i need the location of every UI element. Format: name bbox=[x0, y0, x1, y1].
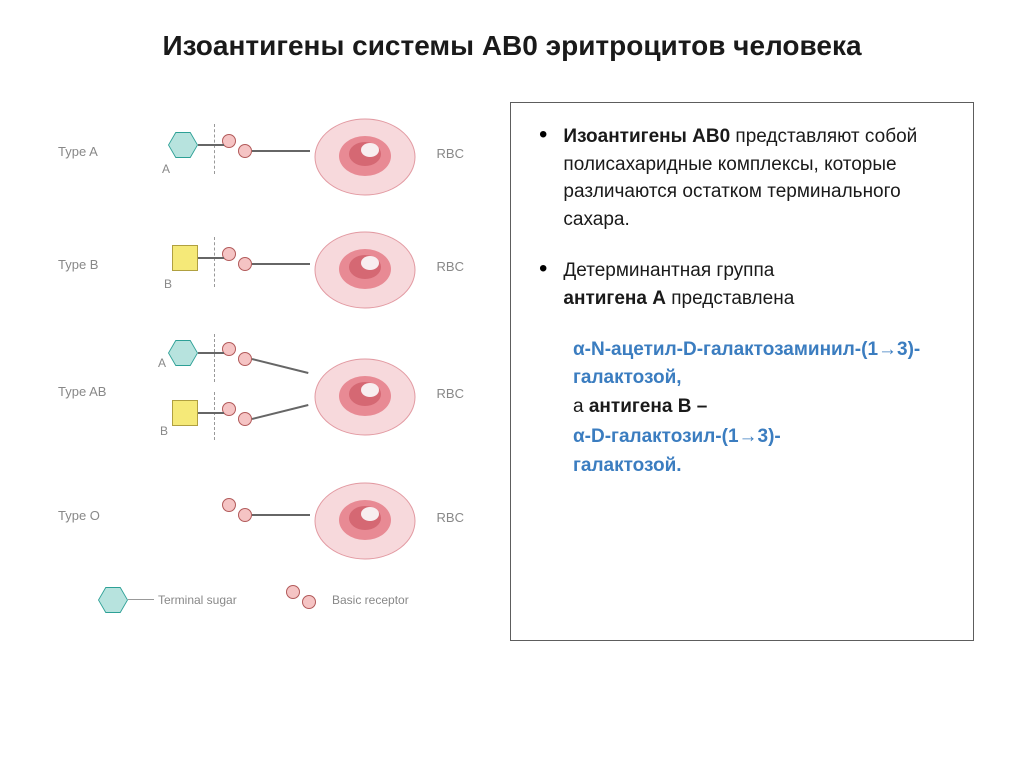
b2-chem1: α-N-ацетил-D-галактозаминил-(1→3)-галакт… bbox=[573, 336, 945, 391]
rbc-cell-icon bbox=[310, 352, 420, 442]
antigen-tag: A bbox=[162, 162, 170, 176]
rbc-label: RBC bbox=[437, 146, 464, 161]
dashed-divider bbox=[214, 392, 215, 440]
stalk-line bbox=[198, 257, 224, 259]
diagram-row-ab: Type AB A B RBC bbox=[50, 328, 470, 458]
stalk-line bbox=[198, 352, 224, 354]
content-area: Type A A RBC Type B B bbox=[50, 102, 974, 641]
rbc-cell-icon bbox=[310, 112, 420, 202]
legend-line bbox=[128, 599, 154, 600]
bullet-dot-icon: • bbox=[539, 123, 547, 233]
bullet-1: • Изоантигены АВ0 представляют собой пол… bbox=[539, 123, 945, 233]
receptor-circle-icon bbox=[222, 134, 236, 148]
legend-basic-receptor: Basic receptor bbox=[332, 593, 409, 607]
rbc-cell-icon bbox=[310, 225, 420, 315]
diagram-row-a: Type A A RBC bbox=[50, 102, 470, 207]
b2-chem3: галактозой. bbox=[573, 452, 945, 480]
dashed-divider bbox=[214, 237, 215, 287]
page-title: Изоантигены системы АВ0 эритроцитов чело… bbox=[50, 30, 974, 62]
stalk-line bbox=[198, 412, 224, 414]
rbc-label: RBC bbox=[437, 386, 464, 401]
antigen-tag: A bbox=[158, 356, 166, 370]
hexagon-icon bbox=[168, 132, 198, 158]
stalk-line bbox=[252, 358, 309, 374]
stalk-line bbox=[252, 263, 310, 265]
stalk-line bbox=[252, 514, 310, 516]
stalk-line bbox=[198, 144, 224, 146]
text-panel: • Изоантигены АВ0 представляют собой пол… bbox=[510, 102, 974, 641]
b2-bold3: антигена В – bbox=[589, 396, 707, 417]
bullet-1-body: Изоантигены АВ0 представляют собой полис… bbox=[563, 123, 945, 233]
legend: Terminal sugar Basic receptor bbox=[50, 581, 470, 641]
type-label: Type O bbox=[58, 508, 100, 523]
receptor-circle-icon bbox=[238, 352, 252, 366]
receptor-circle-icon bbox=[238, 412, 252, 426]
bullet-2-body: Детерминантная группа антигена А предста… bbox=[563, 257, 945, 312]
antigen-tag: B bbox=[164, 277, 172, 291]
square-icon bbox=[172, 245, 198, 271]
hexagon-icon bbox=[168, 340, 198, 366]
receptor-circle-icon bbox=[222, 342, 236, 356]
rbc-label: RBC bbox=[437, 510, 464, 525]
type-label: Type AB bbox=[58, 384, 106, 399]
square-icon bbox=[172, 400, 198, 426]
dashed-divider bbox=[214, 334, 215, 382]
receptor-circle-icon bbox=[286, 585, 300, 599]
rbc-cell-icon bbox=[310, 476, 420, 566]
bullet-2: • Детерминантная группа антигена А предс… bbox=[539, 257, 945, 312]
type-label: Type B bbox=[58, 257, 98, 272]
hexagon-icon bbox=[98, 587, 128, 613]
receptor-circle-icon bbox=[222, 498, 236, 512]
receptor-circle-icon bbox=[222, 247, 236, 261]
receptor-circle-icon bbox=[302, 595, 316, 609]
b2-mid-a: а bbox=[573, 396, 589, 417]
legend-terminal-sugar: Terminal sugar bbox=[158, 593, 237, 607]
bullet-dot-icon: • bbox=[539, 257, 547, 312]
b2-mid: а антигена В – bbox=[573, 393, 945, 421]
diagram-row-o: Type O RBC bbox=[50, 466, 470, 571]
b2-line1: Детерминантная группа bbox=[563, 257, 945, 285]
b2-line2: антигена А представлена bbox=[563, 285, 945, 313]
antigen-tag: B bbox=[160, 424, 168, 438]
receptor-circle-icon bbox=[238, 144, 252, 158]
b2-rest2: представлена bbox=[671, 288, 794, 309]
stalk-line bbox=[252, 404, 309, 420]
diagram-column: Type A A RBC Type B B bbox=[50, 102, 470, 641]
receptor-circle-icon bbox=[238, 257, 252, 271]
receptor-circle-icon bbox=[222, 402, 236, 416]
receptor-circle-icon bbox=[238, 508, 252, 522]
rbc-label: RBC bbox=[437, 259, 464, 274]
stalk-line bbox=[252, 150, 310, 152]
diagram-row-b: Type B B RBC bbox=[50, 215, 470, 320]
dashed-divider bbox=[214, 124, 215, 174]
b2-bold2: антигена А bbox=[563, 288, 671, 309]
b1-bold: Изоантигены АВ0 bbox=[563, 126, 735, 147]
b2-chem2: α-D-галактозил-(1→3)- bbox=[573, 423, 945, 451]
type-label: Type A bbox=[58, 144, 98, 159]
